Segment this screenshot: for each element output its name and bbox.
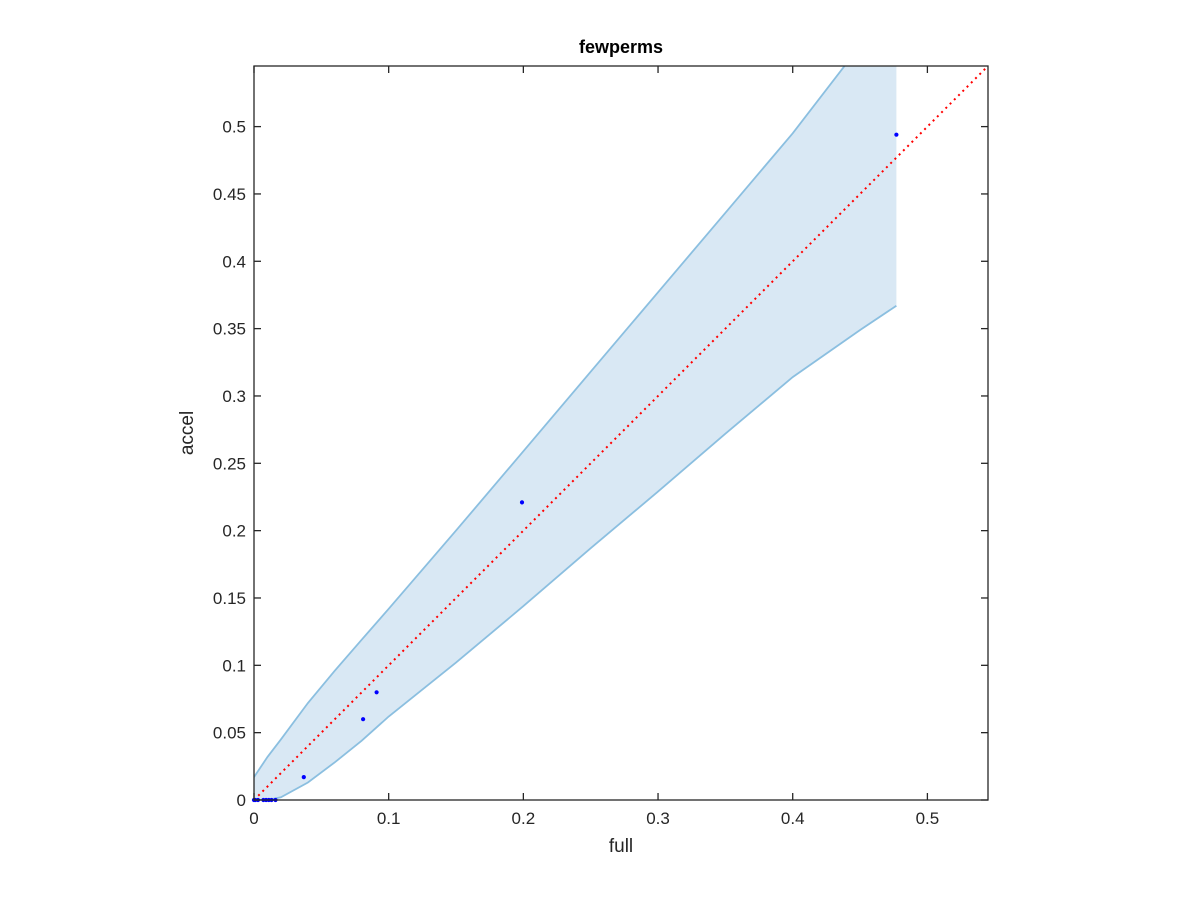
data-point xyxy=(361,717,366,722)
y-tick-label: 0.45 xyxy=(213,185,246,204)
confidence-band-upper-line xyxy=(254,66,846,778)
confidence-band-area xyxy=(254,66,897,800)
x-tick-label: 0.3 xyxy=(646,809,670,828)
y-tick-label: 0.35 xyxy=(213,320,246,339)
x-tick-label: 0.1 xyxy=(377,809,401,828)
x-axis-title: full xyxy=(609,836,633,857)
y-tick-label: 0.2 xyxy=(222,522,246,541)
y-tick-label: 0.5 xyxy=(222,118,246,137)
x-tick-label: 0.5 xyxy=(916,809,940,828)
data-point xyxy=(374,690,379,695)
reference-diagonal-line xyxy=(254,66,988,800)
y-axis-title: accel xyxy=(177,411,198,455)
y-tick-label: 0 xyxy=(237,791,246,810)
y-tick-label: 0.15 xyxy=(213,589,246,608)
x-tick-label: 0.4 xyxy=(781,809,805,828)
y-tick-label: 0.25 xyxy=(213,454,246,473)
y-tick-label: 0.05 xyxy=(213,724,246,743)
x-tick-label: 0.2 xyxy=(512,809,536,828)
data-point xyxy=(519,500,525,505)
chart-title: fewperms xyxy=(579,37,663,57)
confidence-band-lower-line xyxy=(254,304,897,800)
y-tick-label: 0.3 xyxy=(222,387,246,406)
x-tick-label: 0 xyxy=(249,809,258,828)
y-tick-label: 0.4 xyxy=(222,252,246,271)
y-tick-label: 0.1 xyxy=(222,656,246,675)
data-point xyxy=(894,132,899,137)
plot-area-frame xyxy=(253,65,989,801)
data-point xyxy=(301,775,306,780)
